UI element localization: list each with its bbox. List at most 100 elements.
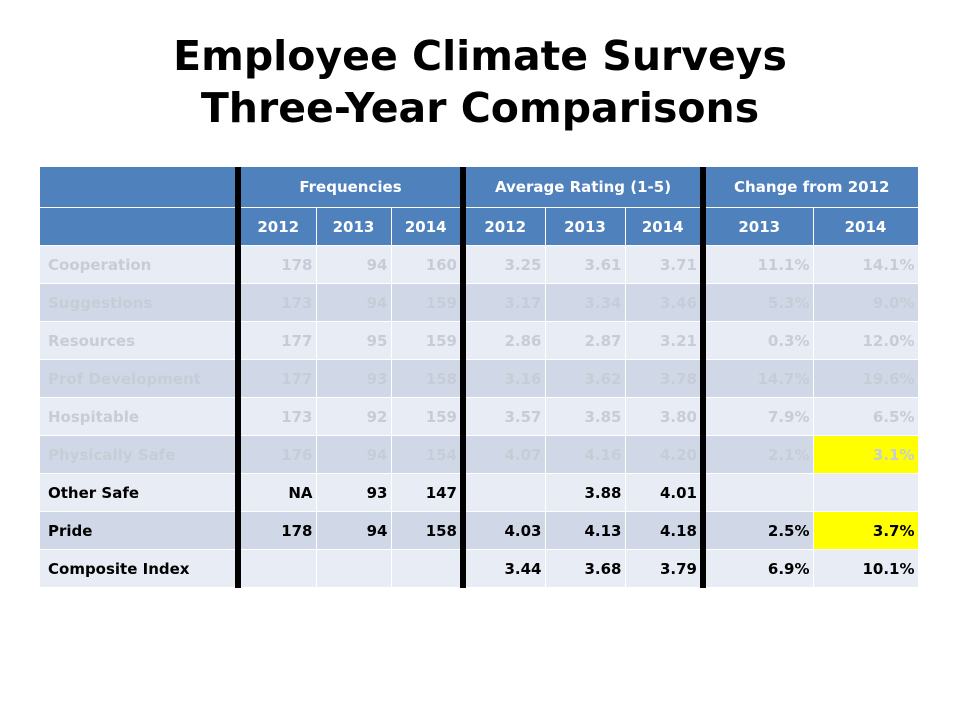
table-row: Pride 178 94 158 4.03 4.13 4.18 2.5% 3.7… (40, 511, 919, 550)
table-cell: 19.6% (813, 359, 919, 398)
table-cell: 4.07 (460, 435, 546, 474)
comparison-table: Frequencies Average Rating (1-5) Change … (40, 167, 919, 588)
table-cell: 3.16 (460, 359, 546, 398)
table-cell (700, 473, 814, 512)
table-cell: 3.80 (625, 397, 704, 436)
table-cell: 178 (235, 511, 317, 550)
year-header: 2014 (813, 207, 919, 246)
table-cell: 3.17 (460, 283, 546, 322)
header-change-from-2012: Change from 2012 (700, 167, 919, 208)
table-cell: 3.71 (625, 245, 704, 284)
highlighted-cell: 3.1% (813, 435, 919, 474)
table-cell: 2.5% (700, 511, 814, 550)
table-cell: 4.01 (625, 473, 704, 512)
table-cell: 2.1% (700, 435, 814, 474)
table-cell: 177 (235, 321, 317, 360)
table-cell (235, 549, 317, 588)
table-cell (813, 473, 919, 512)
table-cell: 3.85 (545, 397, 626, 436)
header-average-rating: Average Rating (1-5) (460, 167, 704, 208)
table-cell: 3.25 (460, 245, 546, 284)
table-cell: 3.88 (545, 473, 626, 512)
row-label: Suggestions (40, 283, 239, 322)
table-cell: 4.03 (460, 511, 546, 550)
row-label: Pride (40, 511, 239, 550)
table-cell: 154 (391, 435, 464, 474)
table-cell: 12.0% (813, 321, 919, 360)
table-cell: 0.3% (700, 321, 814, 360)
table-cell: 159 (391, 283, 464, 322)
highlighted-cell: 3.7% (813, 511, 919, 550)
year-header: 2012 (235, 207, 317, 246)
table-cell: 3.34 (545, 283, 626, 322)
slide-title: Employee Climate Surveys Three-Year Comp… (0, 30, 960, 134)
year-header: 2013 (545, 207, 626, 246)
table-cell: 5.3% (700, 283, 814, 322)
table-cell: 92 (316, 397, 392, 436)
year-header: 2013 (316, 207, 392, 246)
table-cell: 94 (316, 435, 392, 474)
table-cell: 176 (235, 435, 317, 474)
table-cell: 147 (391, 473, 464, 512)
table-cell: 93 (316, 359, 392, 398)
table-cell: 6.5% (813, 397, 919, 436)
table-cell: 158 (391, 359, 464, 398)
row-label: Resources (40, 321, 239, 360)
table-row: Prof Development 177 93 158 3.16 3.62 3.… (40, 359, 919, 398)
table-cell: 3.57 (460, 397, 546, 436)
table-cell: 158 (391, 511, 464, 550)
year-header-row: 2012 2013 2014 2012 2013 2014 2013 2014 (40, 207, 919, 246)
table-cell: 159 (391, 321, 464, 360)
table-cell: 2.86 (460, 321, 546, 360)
table-row: Composite Index 3.44 3.68 3.79 6.9% 10.1… (40, 549, 919, 588)
table-row: Resources 177 95 159 2.86 2.87 3.21 0.3%… (40, 321, 919, 360)
year-header: 2014 (391, 207, 464, 246)
row-label: Other Safe (40, 473, 239, 512)
group-header-row: Frequencies Average Rating (1-5) Change … (40, 167, 919, 208)
title-line-2: Three-Year Comparisons (200, 84, 760, 132)
table-cell: NA (235, 473, 317, 512)
table-cell: 3.68 (545, 549, 626, 588)
table-cell: 4.16 (545, 435, 626, 474)
row-label: Composite Index (40, 549, 239, 588)
table-row: Cooperation 178 94 160 3.25 3.61 3.71 11… (40, 245, 919, 284)
table-cell (316, 549, 392, 588)
table-cell: 3.62 (545, 359, 626, 398)
table-row: Physically Safe 176 94 154 4.07 4.16 4.2… (40, 435, 919, 474)
table-cell: 2.87 (545, 321, 626, 360)
table-cell: 173 (235, 397, 317, 436)
table-cell: 159 (391, 397, 464, 436)
row-label: Hospitable (40, 397, 239, 436)
table-cell: 10.1% (813, 549, 919, 588)
table-cell: 4.18 (625, 511, 704, 550)
table-cell: 7.9% (700, 397, 814, 436)
table-cell: 3.78 (625, 359, 704, 398)
header-frequencies: Frequencies (235, 167, 464, 208)
table-cell: 3.61 (545, 245, 626, 284)
table-cell: 3.79 (625, 549, 704, 588)
table-cell: 3.44 (460, 549, 546, 588)
row-label: Physically Safe (40, 435, 239, 474)
table-cell: 4.13 (545, 511, 626, 550)
table-cell: 3.46 (625, 283, 704, 322)
table-cell: 94 (316, 245, 392, 284)
year-header: 2012 (460, 207, 546, 246)
table-cell: 173 (235, 283, 317, 322)
table-row: Suggestions 173 94 159 3.17 3.34 3.46 5.… (40, 283, 919, 322)
table-cell (460, 473, 546, 512)
year-header: 2013 (700, 207, 814, 246)
table-cell: 94 (316, 511, 392, 550)
table-cell: 11.1% (700, 245, 814, 284)
table-cell: 177 (235, 359, 317, 398)
table-cell (391, 549, 464, 588)
header-blank-cell (40, 207, 239, 246)
table-cell: 6.9% (700, 549, 814, 588)
table-row: Other Safe NA 93 147 3.88 4.01 (40, 473, 919, 512)
table-cell: 3.21 (625, 321, 704, 360)
table-cell: 14.7% (700, 359, 814, 398)
row-label: Prof Development (40, 359, 239, 398)
table-cell: 9.0% (813, 283, 919, 322)
year-header: 2014 (625, 207, 704, 246)
table-cell: 160 (391, 245, 464, 284)
table-cell: 14.1% (813, 245, 919, 284)
